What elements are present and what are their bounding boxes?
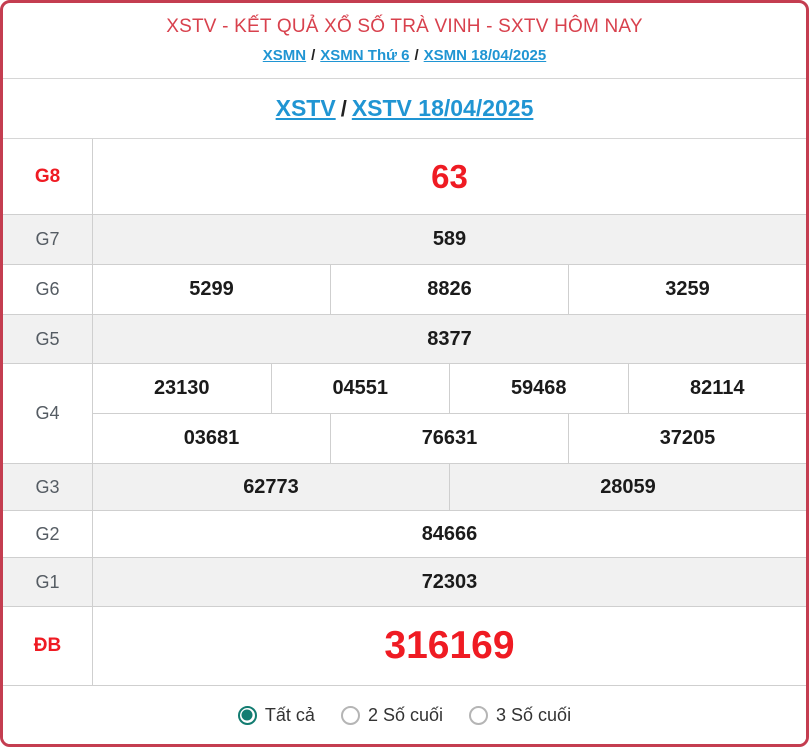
prize-value: 8377 [427, 327, 472, 350]
breadcrumb-link-xsmn-date[interactable]: XSMN 18/04/2025 [423, 47, 547, 64]
radio-option-last3[interactable]: 3 Số cuối [469, 705, 571, 726]
table-row-g2: G2 84666 [3, 511, 806, 558]
prize-value: 63 [431, 157, 468, 195]
prize-value: 62773 [243, 475, 299, 498]
radio-label: 2 Số cuối [367, 704, 444, 725]
prize-value: 82114 [627, 364, 807, 413]
prize-label-g2: G2 [3, 511, 93, 557]
subtitle-link-xstv-date[interactable]: XSTV 18/04/2025 [351, 95, 534, 121]
radio-icon [340, 705, 360, 725]
prize-label-g4: G4 [3, 364, 93, 463]
prize-value: 23130 [153, 377, 210, 399]
prize-value: 28059 [449, 464, 806, 510]
prize-value-jackpot: 316169 [384, 624, 515, 667]
subtitle-link-xstv[interactable]: XSTV [275, 95, 336, 121]
table-row-g4: G4 23130 04551 59468 82114 03681 76631 3… [3, 364, 806, 464]
header: XSTV - KẾT QUẢ XỔ SỐ TRÀ VINH - SXTV HÔM… [3, 3, 806, 79]
table-row-g5: G5 8377 [3, 315, 806, 364]
prize-value: 5299 [189, 278, 234, 300]
table-row-g8: G8 63 [3, 139, 806, 215]
prize-value: 84666 [421, 522, 478, 545]
prize-label-g7: G7 [3, 215, 93, 264]
table-row-g3: G3 62773 28059 [3, 464, 806, 511]
breadcrumb-link-xsmn-thu6[interactable]: XSMN Thứ 6 [320, 47, 410, 64]
prize-value: 04551 [270, 364, 450, 413]
breadcrumb-separator: / [414, 47, 419, 64]
filter-bar: Tất cả 2 Số cuối 3 Số cuối [3, 686, 806, 744]
prize-label-db: ĐB [3, 607, 93, 685]
subtitle-separator: / [340, 95, 347, 121]
prize-label-g6: G6 [3, 265, 93, 314]
prize-value: 59468 [449, 364, 628, 413]
radio-icon [237, 705, 257, 725]
table-row-g1: G1 72303 [3, 558, 806, 607]
page-title: XSTV - KẾT QUẢ XỔ SỐ TRÀ VINH - SXTV HÔM… [166, 16, 643, 37]
radio-icon [469, 705, 489, 725]
prize-label-g3: G3 [3, 464, 93, 510]
prize-value: 03681 [183, 427, 240, 449]
prize-value: 3259 [568, 265, 806, 314]
prize-label-g8: G8 [3, 139, 93, 214]
breadcrumb-link-xsmn[interactable]: XSMN [262, 47, 307, 64]
results-table: G8 63 G7 589 G6 5299 8826 3259 G5 8377 [3, 139, 806, 686]
table-row-g6: G6 5299 8826 3259 [3, 265, 806, 315]
radio-option-all[interactable]: Tất cả [237, 704, 315, 726]
radio-option-last2[interactable]: 2 Số cuối [340, 704, 444, 726]
prize-value: 72303 [421, 570, 478, 593]
radio-label: Tất cả [264, 704, 315, 725]
table-row-db: ĐB 316169 [3, 607, 806, 686]
breadcrumb: XSMN / XSMN Thứ 6/XSMN 18/04/2025 [3, 47, 806, 64]
prize-value: 76631 [330, 414, 568, 463]
subtitle: XSTV / XSTV 18/04/2025 [3, 79, 806, 139]
radio-label: 3 Số cuối [496, 704, 572, 725]
prize-label-g1: G1 [3, 558, 93, 606]
table-row-g7: G7 589 [3, 215, 806, 265]
prize-value: 8826 [330, 265, 568, 314]
breadcrumb-separator: / [311, 47, 316, 64]
prize-label-g5: G5 [3, 315, 93, 363]
prize-value: 37205 [568, 414, 806, 463]
prize-value: 589 [432, 228, 467, 250]
